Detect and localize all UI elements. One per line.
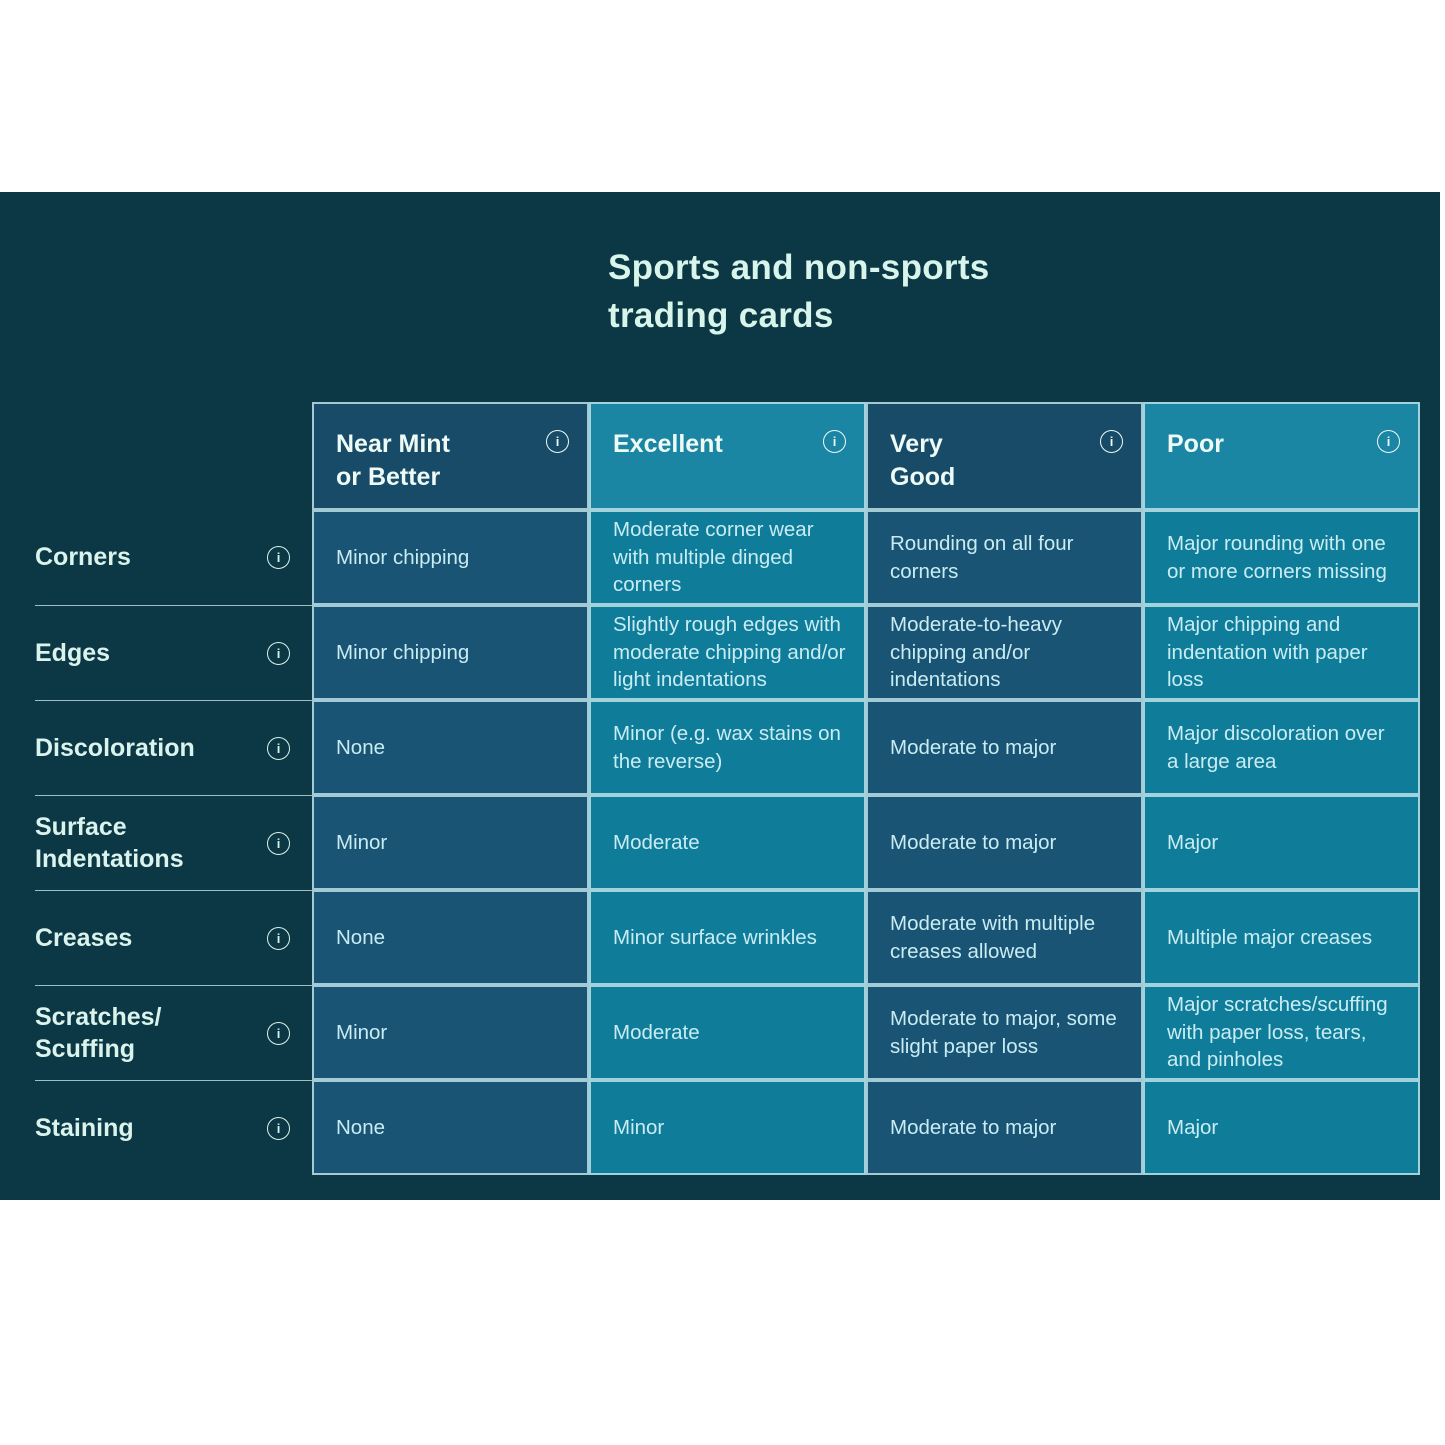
table-cell: Moderate to major, some slight paper los… <box>866 985 1143 1080</box>
table-cell: Minor surface wrinkles <box>589 890 866 985</box>
column-header-label: Very Good <box>890 430 956 491</box>
table-cell: Moderate <box>589 795 866 890</box>
row-label-text: Edges <box>35 638 111 667</box>
grading-table: Near Mint or Better i Excellent i Very G… <box>35 402 1420 1175</box>
column-header-very-good: Very Good i <box>866 402 1143 510</box>
table-cell: Major <box>1143 795 1420 890</box>
row-label-staining: Staining i <box>35 1080 312 1175</box>
row-label-text: Discoloration <box>35 733 195 762</box>
column-header-label: Excellent <box>613 430 723 458</box>
row-label-edges: Edges i <box>35 605 312 700</box>
table-cell: Major chipping and indentation with pape… <box>1143 605 1420 700</box>
table-cell: Moderate corner wear with multiple dinge… <box>589 510 866 605</box>
table-cell: Moderate <box>589 985 866 1080</box>
table-cell: Minor <box>312 795 589 890</box>
table-cell: Moderate to major <box>866 1080 1143 1175</box>
column-header-label: Near Mint or Better <box>336 430 450 491</box>
table-cell: Minor <box>312 985 589 1080</box>
table-cell: None <box>312 700 589 795</box>
info-icon[interactable]: i <box>1377 430 1400 453</box>
row-label-text: Creases <box>35 923 133 952</box>
row-label-surface-indentations: Surface Indentations i <box>35 795 312 890</box>
info-icon[interactable]: i <box>1100 430 1123 453</box>
table-cell: Major scratches/scuffing with paper loss… <box>1143 985 1420 1080</box>
table-cell: Minor <box>589 1080 866 1175</box>
table-cell: Rounding on all four corners <box>866 510 1143 605</box>
column-header-near-mint: Near Mint or Better i <box>312 402 589 510</box>
table-cell: Major rounding with one or more corners … <box>1143 510 1420 605</box>
header-spacer <box>35 402 312 510</box>
table-cell: Minor chipping <box>312 510 589 605</box>
row-label-text: Surface Indentations <box>35 812 184 874</box>
table-cell: Moderate to major <box>866 795 1143 890</box>
table-cell: Minor chipping <box>312 605 589 700</box>
info-icon[interactable]: i <box>267 1116 290 1140</box>
column-header-excellent: Excellent i <box>589 402 866 510</box>
info-icon[interactable]: i <box>267 641 290 665</box>
row-label-scratches-scuffing: Scratches/ Scuffing i <box>35 985 312 1080</box>
table-cell: Major <box>1143 1080 1420 1175</box>
info-icon[interactable]: i <box>267 1021 290 1045</box>
table-cell: Moderate with multiple creases allowed <box>866 890 1143 985</box>
column-header-label: Poor <box>1167 430 1224 458</box>
info-icon[interactable]: i <box>267 831 290 855</box>
info-icon[interactable]: i <box>546 430 569 453</box>
table-cell: Major discoloration over a large area <box>1143 700 1420 795</box>
grading-chart-panel: Sports and non-sports trading cards Near… <box>0 192 1440 1200</box>
info-icon[interactable]: i <box>267 546 290 569</box>
row-label-discoloration: Discoloration i <box>35 700 312 795</box>
table-cell: Moderate to major <box>866 700 1143 795</box>
table-cell: Multiple major creases <box>1143 890 1420 985</box>
column-header-poor: Poor i <box>1143 402 1420 510</box>
info-icon[interactable]: i <box>267 736 290 760</box>
table-cell: Minor (e.g. wax stains on the reverse) <box>589 700 866 795</box>
info-icon[interactable]: i <box>823 430 846 453</box>
row-label-text: Corners <box>35 543 131 572</box>
row-label-creases: Creases i <box>35 890 312 985</box>
info-icon[interactable]: i <box>267 926 290 950</box>
row-label-text: Scratches/ Scuffing <box>35 1002 162 1064</box>
row-label-corners: Corners i <box>35 510 312 605</box>
table-cell: Moderate-to-heavy chipping and/or indent… <box>866 605 1143 700</box>
table-cell: None <box>312 890 589 985</box>
table-cell: None <box>312 1080 589 1175</box>
row-label-text: Staining <box>35 1113 134 1142</box>
page-title: Sports and non-sports trading cards <box>608 248 990 336</box>
table-cell: Slightly rough edges with moderate chipp… <box>589 605 866 700</box>
